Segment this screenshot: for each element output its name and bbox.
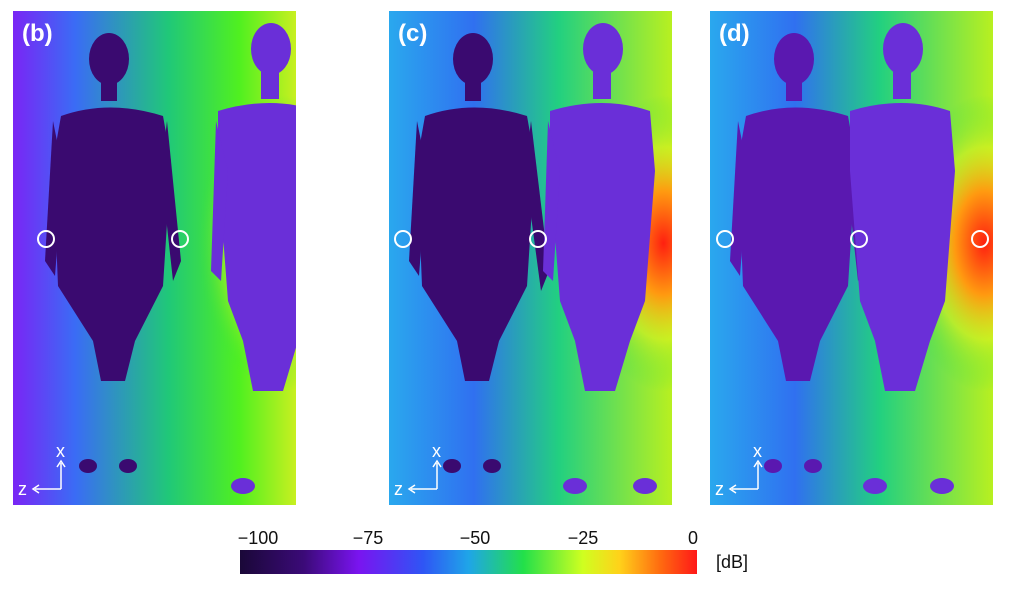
colorbar-tick-0: −100 <box>237 528 279 548</box>
colorbar-tick-2: −50 <box>459 528 491 548</box>
colorbar-tick-1: −75 <box>352 528 384 548</box>
axis-z-label: z <box>18 479 27 499</box>
axis-z-label: z <box>715 479 724 499</box>
body-right <box>850 23 955 494</box>
colorbar-tick-4: 0 <box>687 528 699 548</box>
axis-z-label: z <box>394 479 403 499</box>
body-right <box>543 23 657 494</box>
panel-label: (d) <box>719 20 750 47</box>
body-right <box>211 23 296 494</box>
field-panel-d: (d) x z <box>710 11 993 505</box>
panel-label: (b) <box>22 20 53 47</box>
axis-x-label: x <box>432 441 441 461</box>
axis-indicator <box>728 459 763 494</box>
axis-x-label: x <box>753 441 762 461</box>
colorbar-gradient <box>240 550 697 574</box>
body-left <box>409 33 549 473</box>
field-panel-b: (b) x z <box>13 11 296 505</box>
axis-indicator <box>407 459 442 494</box>
field-map-d <box>710 11 993 505</box>
colorbar-tick-3: −25 <box>567 528 599 548</box>
field-map-c <box>389 11 672 505</box>
axis-indicator <box>31 459 66 494</box>
field-panel-c: (c) x z <box>389 11 672 505</box>
axis-x-label: x <box>56 441 65 461</box>
body-left <box>45 33 181 473</box>
field-map-b <box>13 11 296 505</box>
colorbar-unit: [dB] <box>716 552 749 572</box>
panel-label: (c) <box>398 20 428 47</box>
